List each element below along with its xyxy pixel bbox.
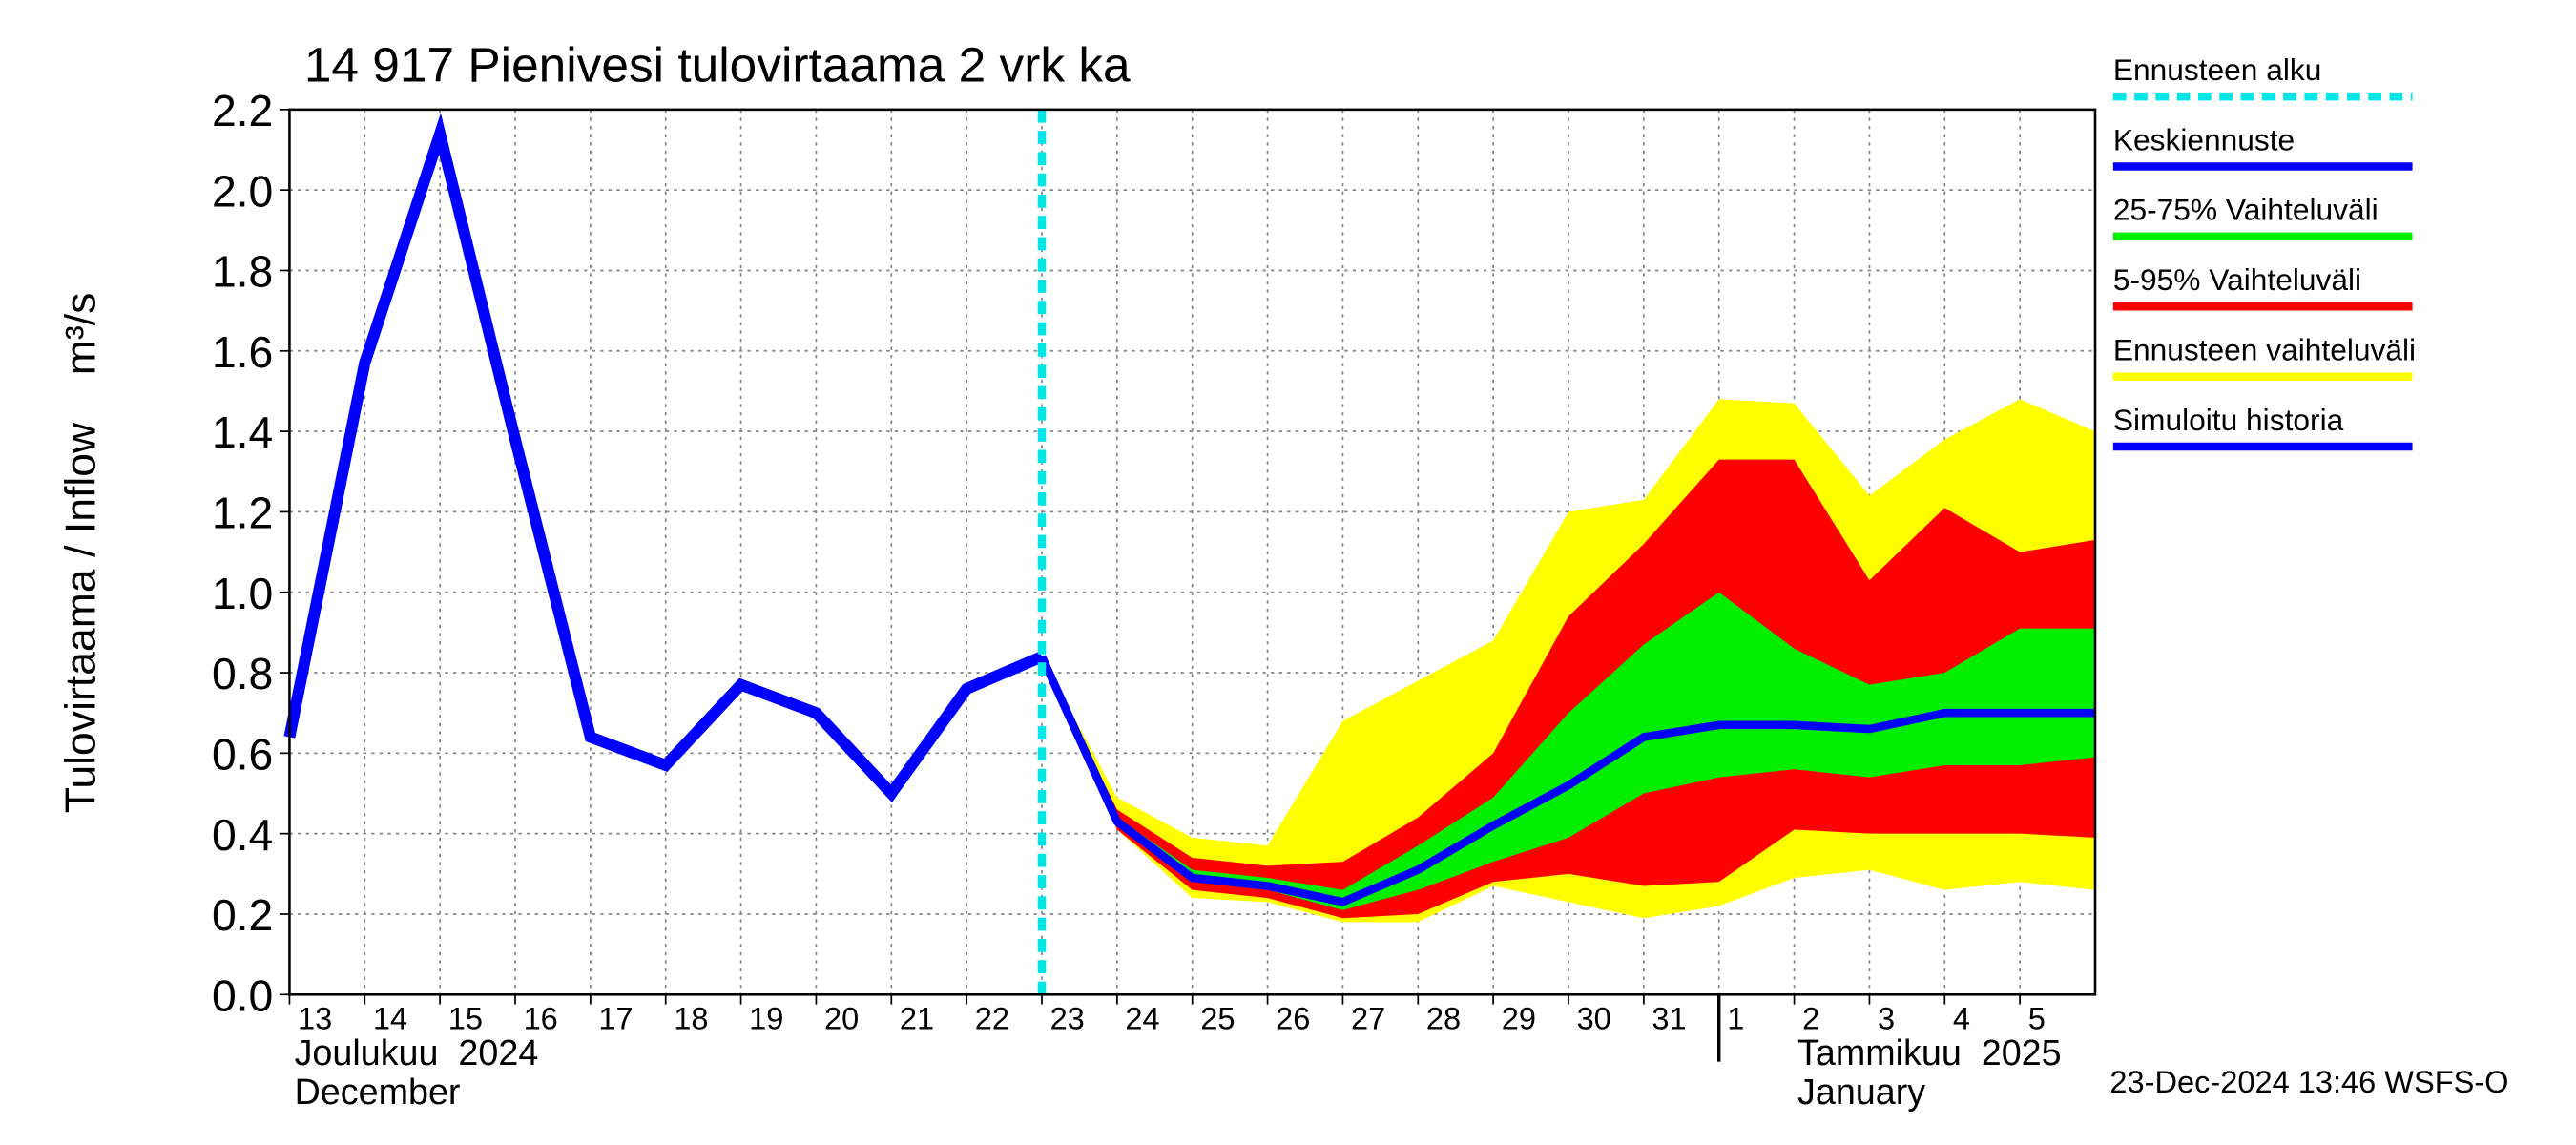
y-tick-label: 1.2 xyxy=(212,489,273,538)
y-tick-label: 0.0 xyxy=(212,970,273,1020)
x-tick-label: 16 xyxy=(524,1001,558,1035)
range-band xyxy=(1042,592,2095,910)
x-tick-label: 1 xyxy=(1727,1001,1744,1035)
plot-frame xyxy=(288,108,2097,996)
month-label-en: December xyxy=(295,1072,461,1112)
y-tick-label: 1.0 xyxy=(212,569,273,618)
x-tick-label: 13 xyxy=(298,1001,332,1035)
x-tick-label: 5 xyxy=(2028,1001,2046,1035)
y-tick-label: 0.4 xyxy=(212,810,273,860)
x-tick-label: 26 xyxy=(1276,1001,1310,1035)
month-label: Joulukuu 2024 xyxy=(295,1032,539,1072)
x-tick-label: 22 xyxy=(975,1001,1009,1035)
legend-label: 25-75% Vaihteluväli xyxy=(2113,193,2379,227)
x-tick-label: 30 xyxy=(1577,1001,1611,1035)
x-tick-label: 25 xyxy=(1200,1001,1235,1035)
x-tick-label: 4 xyxy=(1953,1001,1970,1035)
y-tick-label: 0.2 xyxy=(212,890,273,940)
y-tick-label: 0.6 xyxy=(212,729,273,779)
legend-label: Keskiennuste xyxy=(2113,122,2295,156)
series-line xyxy=(283,113,1045,802)
legend-label: Ennusteen alku xyxy=(2113,52,2322,87)
y-axis-label: Tulovirtaama / Inflow m³/s xyxy=(57,293,104,814)
x-tick-label: 14 xyxy=(373,1001,407,1035)
x-tick-label: 28 xyxy=(1426,1001,1461,1035)
footer: 23-Dec-2024 13:46 WSFS-O xyxy=(2109,1065,2508,1099)
x-tick-label: 3 xyxy=(1878,1001,1895,1035)
y-tick-label: 1.8 xyxy=(212,247,273,297)
x-tick-label: 2 xyxy=(1802,1001,1819,1035)
x-tick-label: 23 xyxy=(1050,1001,1085,1035)
legend-label: Simuloitu historia xyxy=(2113,403,2344,437)
y-tick-label: 1.6 xyxy=(212,327,273,377)
x-tick-label: 18 xyxy=(674,1001,708,1035)
y-tick-label: 1.4 xyxy=(212,407,273,457)
x-tick-label: 29 xyxy=(1502,1001,1536,1035)
x-tick-label: 17 xyxy=(598,1001,633,1035)
x-tick-label: 24 xyxy=(1125,1001,1159,1035)
y-tick-label: 2.2 xyxy=(212,86,273,135)
legend-label: 5-95% Vaihteluväli xyxy=(2113,262,2361,297)
x-tick-label: 21 xyxy=(900,1001,934,1035)
y-tick-label: 2.0 xyxy=(212,166,273,216)
legend-label: Ennusteen vaihteluväli xyxy=(2113,332,2416,366)
chart-title: 14 917 Pienivesi tulovirtaama 2 vrk ka xyxy=(304,37,1131,93)
x-tick-label: 15 xyxy=(448,1001,483,1035)
y-tick-label: 0.8 xyxy=(212,649,273,698)
series-line xyxy=(1038,655,2095,906)
range-band xyxy=(1042,459,2095,919)
month-label-en: January xyxy=(1797,1072,1925,1112)
month-label: Tammikuu 2025 xyxy=(1797,1032,2062,1072)
x-tick-label: 31 xyxy=(1652,1001,1686,1035)
x-tick-label: 20 xyxy=(824,1001,859,1035)
x-tick-label: 27 xyxy=(1351,1001,1385,1035)
x-tick-label: 19 xyxy=(749,1001,783,1035)
